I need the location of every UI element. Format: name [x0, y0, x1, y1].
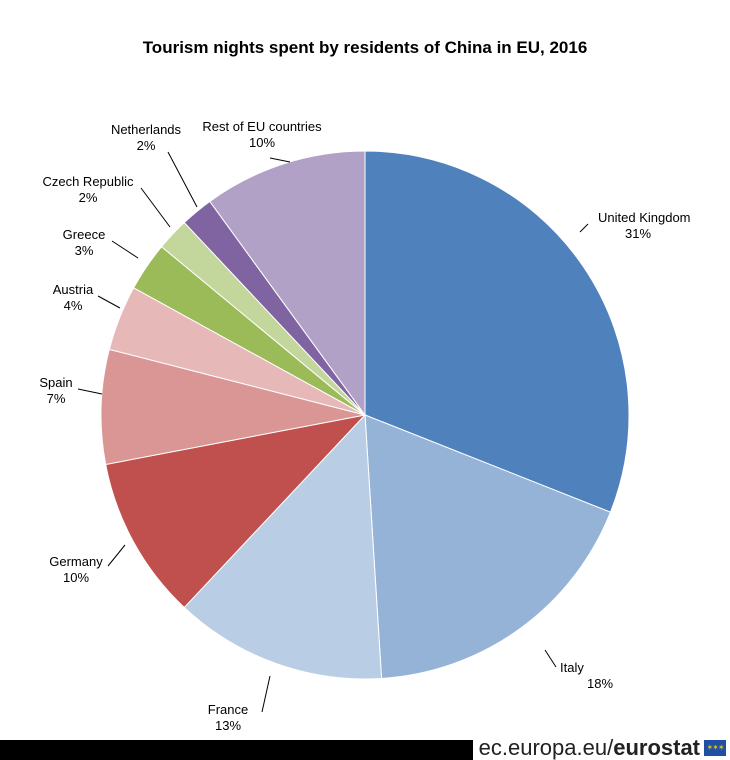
leader-line	[97, 295, 121, 309]
footer-domain: ec.europa.eu/	[478, 735, 614, 760]
pie-slice-spain	[100, 348, 366, 466]
leader-line	[140, 187, 171, 228]
slice-category-label: Italy	[560, 660, 584, 675]
leader-line	[579, 223, 589, 233]
slice-value-label: 2%	[137, 138, 156, 153]
slice-value-label: 13%	[215, 718, 241, 733]
slice-category-label: Netherlands	[111, 122, 182, 137]
slice-category-label: Greece	[63, 227, 106, 242]
slice-value-label: 10%	[249, 135, 275, 150]
pie-slice-rest-of-eu-countries	[209, 150, 366, 417]
slice-value-label: 31%	[625, 226, 651, 241]
slice-category-label: United Kingdom	[598, 210, 691, 225]
footer-brand: eurostat	[613, 735, 700, 760]
leader-line	[261, 675, 271, 713]
slice-value-label: 10%	[63, 570, 89, 585]
leader-line	[77, 388, 103, 395]
leader-line	[167, 151, 198, 208]
slice-category-label: Austria	[53, 282, 94, 297]
slice-value-label: 3%	[75, 243, 94, 258]
leader-line	[107, 544, 126, 567]
slice-category-label: Spain	[39, 375, 72, 390]
slice-value-label: 2%	[79, 190, 98, 205]
leader-line	[269, 157, 291, 163]
pie-slice-italy	[364, 414, 612, 680]
slice-category-label: Rest of EU countries	[202, 119, 322, 134]
pie-slice-germany	[105, 414, 367, 609]
slice-value-label: 4%	[64, 298, 83, 313]
pie-slice-united-kingdom	[364, 150, 630, 513]
footer-logo: ec.europa.eu/ eurostat ✶✶✶	[472, 735, 730, 760]
eu-flag-icon: ✶✶✶	[704, 739, 726, 756]
chart-title: Tourism nights spent by residents of Chi…	[142, 38, 588, 57]
slice-category-label: Germany	[49, 554, 103, 569]
slice-category-label: France	[208, 702, 248, 717]
slice-value-label: 18%	[587, 676, 613, 691]
leader-line	[544, 649, 557, 668]
slice-value-label: 7%	[47, 391, 66, 406]
pie-slice-france	[183, 413, 383, 680]
leader-line	[111, 240, 139, 259]
slice-category-label: Czech Republic	[42, 174, 134, 189]
